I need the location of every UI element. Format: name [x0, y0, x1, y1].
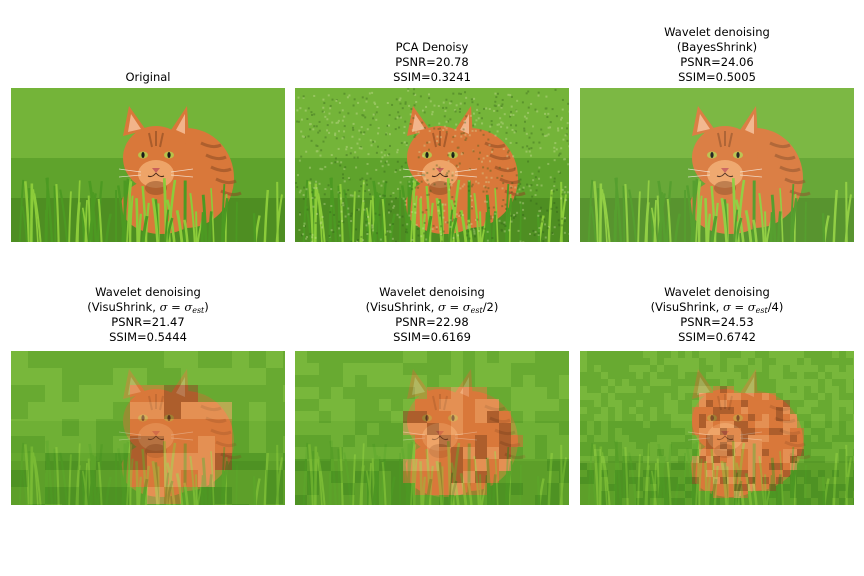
- psnr-label: PSNR=24.06: [680, 55, 754, 69]
- sigma-subscript: est: [192, 306, 205, 315]
- cat-photo: [580, 88, 854, 242]
- method-name: (VisuShrink,: [365, 300, 438, 314]
- cat-photo: [580, 351, 854, 505]
- title-line: Wavelet denoising: [95, 285, 201, 299]
- psnr-label: PSNR=20.78: [395, 55, 469, 69]
- sigma-suffix: /4): [767, 300, 784, 314]
- sigma-subscript: est: [470, 306, 483, 315]
- psnr-label: PSNR=21.47: [111, 315, 185, 329]
- panel-title: PCA Denoisy PSNR=20.78 SSIM=0.3241: [275, 40, 589, 85]
- panel-title: Wavelet denoising (BayesShrink) PSNR=24.…: [560, 25, 864, 85]
- title-method: (BayesShrink): [676, 40, 758, 54]
- sigma-subscript: est: [755, 306, 768, 315]
- method-name: (VisuShrink,: [87, 300, 160, 314]
- title-method: (VisuShrink, σ = σest): [0, 300, 305, 315]
- title-method: (VisuShrink, σ = σest/4): [560, 300, 864, 315]
- cat-photo: [295, 88, 569, 242]
- ssim-label: SSIM=0.5444: [109, 330, 187, 344]
- cat-image-visu-1: [11, 351, 285, 505]
- cat-image-pca: [295, 88, 569, 242]
- title-line: Wavelet denoising: [379, 285, 485, 299]
- panel-title: Wavelet denoising (VisuShrink, σ = σest/…: [275, 285, 589, 345]
- panel-title: Wavelet denoising (VisuShrink, σ = σest)…: [0, 285, 305, 345]
- sigma-suffix: ): [204, 300, 209, 314]
- cat-photo: [11, 351, 285, 505]
- ssim-label: SSIM=0.6742: [678, 330, 756, 344]
- cat-photo: [295, 351, 569, 505]
- title-line: PCA Denoisy: [395, 40, 469, 54]
- cat-image-bayes: [580, 88, 854, 242]
- psnr-label: PSNR=22.98: [395, 315, 469, 329]
- ssim-label: SSIM=0.5005: [678, 70, 756, 84]
- title-line: Wavelet denoising: [664, 25, 770, 39]
- title-line: Original: [125, 70, 171, 84]
- psnr-label: PSNR=24.53: [680, 315, 754, 329]
- title-method: (VisuShrink, σ = σest/2): [275, 300, 589, 315]
- sigma-symbol: σ = σ: [159, 300, 193, 314]
- cat-image-visu-4: [580, 351, 854, 505]
- ssim-label: SSIM=0.6169: [393, 330, 471, 344]
- panel-title: Original: [0, 70, 305, 85]
- cat-photo: [11, 88, 285, 242]
- title-line: Wavelet denoising: [664, 285, 770, 299]
- sigma-symbol: σ = σ: [722, 300, 756, 314]
- cat-image-visu-2: [295, 351, 569, 505]
- ssim-label: SSIM=0.3241: [393, 70, 471, 84]
- sigma-symbol: σ = σ: [437, 300, 471, 314]
- panel-title: Wavelet denoising (VisuShrink, σ = σest/…: [560, 285, 864, 345]
- method-name: (VisuShrink,: [650, 300, 723, 314]
- cat-image-original: [11, 88, 285, 242]
- sigma-suffix: /2): [482, 300, 499, 314]
